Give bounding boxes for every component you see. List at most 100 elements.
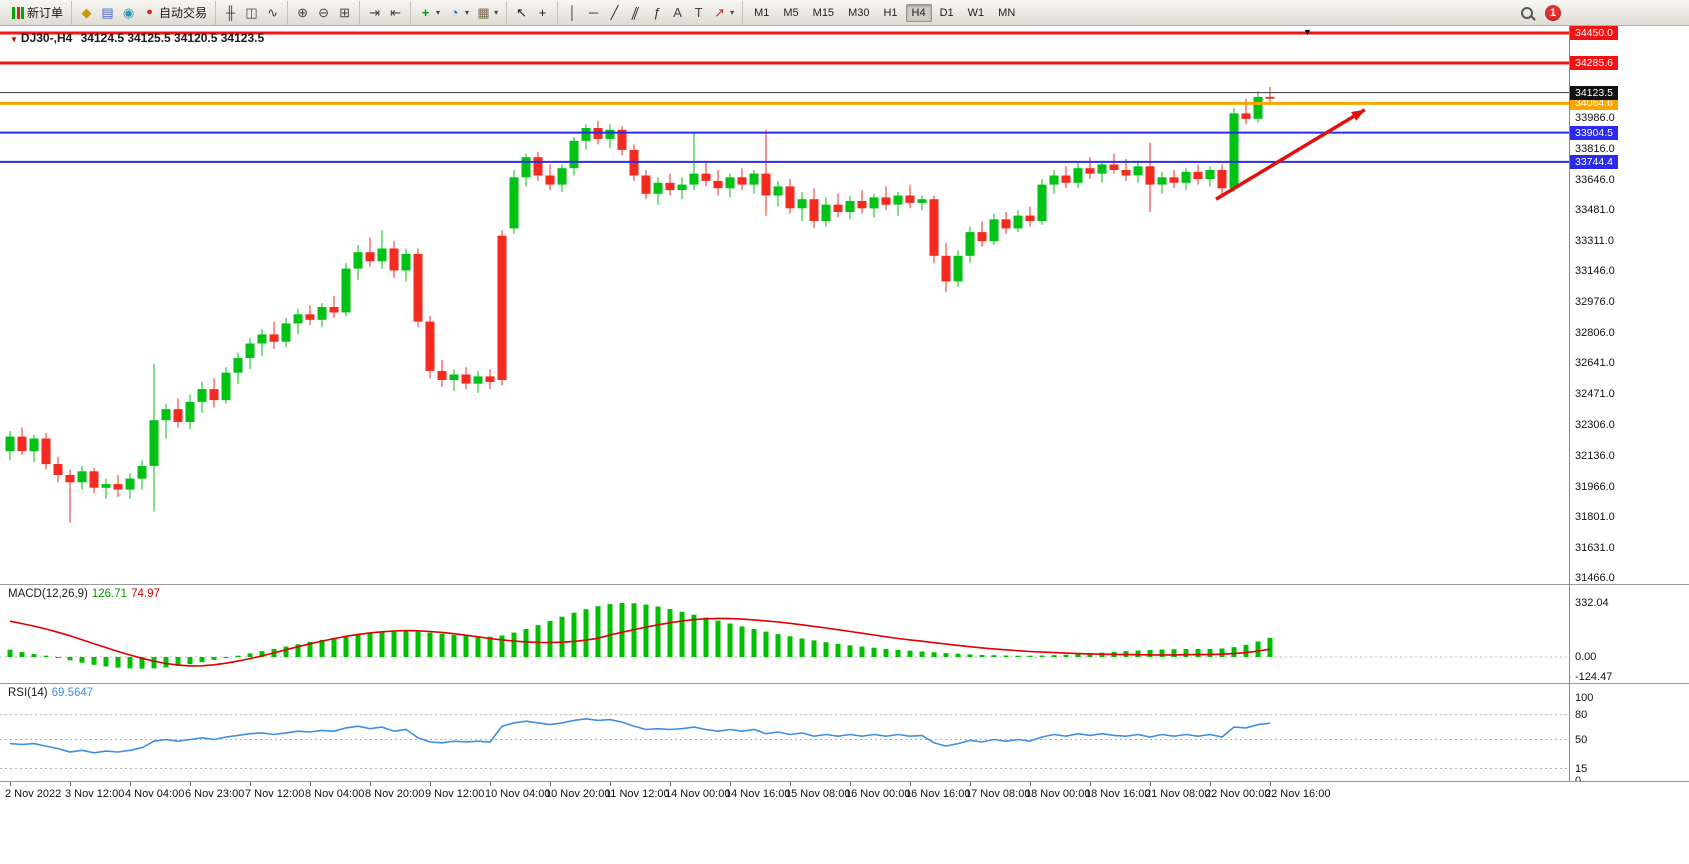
timeframe-m15-button[interactable]: M15 <box>812 6 835 19</box>
zoom-out-icon: ⊖ <box>318 5 329 20</box>
timeframe-group: M1 M5 M15 M30 H1 H4 D1 W1 MN <box>743 1 1026 25</box>
price-tick-label: 32806.0 <box>1575 327 1615 340</box>
timeframe-h4-button[interactable]: H4 <box>905 3 932 22</box>
shapes-icon: ↗ <box>714 5 726 20</box>
timeframe-m1-button[interactable]: M1 <box>754 6 770 19</box>
rsi-pane[interactable]: RSI(14) 69.5647 <box>0 683 1569 782</box>
chart-shift-button[interactable]: ⇤ <box>385 2 406 24</box>
time-axis-tick <box>1090 782 1091 786</box>
price-tick-label: 32306.0 <box>1575 418 1615 431</box>
time-axis-label: 16 Nov 00:00 <box>845 788 911 800</box>
alerts-button[interactable]: ◉ <box>118 2 139 24</box>
price-tick-label: 31801.0 <box>1575 510 1615 523</box>
price-tick-label: 33481.0 <box>1575 203 1615 216</box>
horizontal-levels-layer[interactable] <box>0 31 1569 163</box>
macd-tick-label: 332.04 <box>1575 596 1609 609</box>
zoom-out-button[interactable]: ⊖ <box>313 2 334 24</box>
price-axis[interactable]: 33986.0 33816.0 33646.0 33481.0 33311.0 33146… <box>1569 26 1689 584</box>
timeframe-m5-button[interactable]: M5 <box>783 6 799 19</box>
notification-badge[interactable]: 1 <box>1545 4 1561 21</box>
templates-button[interactable]: ▦ ▾ <box>473 2 502 24</box>
trendline-button[interactable]: ╱ <box>604 2 625 24</box>
price-tick-label: 31466.0 <box>1575 571 1615 584</box>
data-window-button[interactable]: ▤ <box>97 2 118 24</box>
auto-scroll-button[interactable]: ⇥ <box>364 2 385 24</box>
toolbar-group-scroll: ⇥ ⇤ <box>360 0 412 25</box>
macd-name: MACD(12,26,9) <box>8 588 88 600</box>
search-icon <box>1521 6 1533 19</box>
trend-arrow[interactable] <box>1215 108 1366 201</box>
rsi-axis: 1008050150 <box>1569 683 1689 787</box>
caret-down-icon: ▾ <box>494 8 499 17</box>
channel-button[interactable]: ∥ <box>625 2 646 24</box>
time-axis-tick <box>430 782 431 786</box>
zoom-in-button[interactable]: ⊕ <box>292 2 313 24</box>
toolbar-group-zoom: ⊕ ⊖ ⊞ <box>288 0 361 25</box>
time-axis-tick <box>790 782 791 786</box>
templates-icon: ▦ <box>477 5 490 20</box>
caret-down-icon: ▾ <box>465 8 470 17</box>
timeframe-mn-button[interactable]: MN <box>998 6 1016 19</box>
price-chart-pane[interactable]: ▼ DJ30-,H4 34124.5 34125.5 34120.5 34123.… <box>0 26 1569 584</box>
vertical-line-button[interactable]: │ <box>562 2 583 24</box>
timeframe-d1-button[interactable]: D1 <box>939 6 954 19</box>
toolbar-right-group: 1 <box>1513 1 1565 25</box>
cursor-icon: ↖ <box>516 5 528 20</box>
label-icon: T <box>694 5 703 20</box>
macd-pane[interactable]: MACD(12,26,9) 126.71 74.97 <box>0 584 1569 683</box>
time-axis-tick <box>70 782 71 786</box>
tile-windows-icon: ⊞ <box>339 5 350 20</box>
rsi-canvas[interactable] <box>0 684 1569 782</box>
trendline-icon: ╱ <box>610 5 619 20</box>
price-chart-canvas[interactable] <box>0 26 1569 584</box>
new-order-button[interactable]: 新订单 <box>8 2 67 24</box>
time-axis-label: 10 Nov 20:00 <box>545 788 611 800</box>
price-level-badge: 34064.6 <box>1570 96 1618 111</box>
crosshair-button[interactable]: + <box>532 2 553 24</box>
price-tick-label: 32136.0 <box>1575 449 1615 462</box>
auto-trading-button[interactable]: ● 自动交易 <box>139 2 211 24</box>
timeframe-h1-button[interactable]: H1 <box>883 6 898 19</box>
cursor-button[interactable]: ↖ <box>511 2 532 24</box>
timeframe-w1-button[interactable]: W1 <box>967 6 985 19</box>
fibonacci-button[interactable]: ƒ <box>646 2 667 24</box>
market-watch-button[interactable]: ◆ <box>76 2 97 24</box>
time-axis-label: 11 Nov 12:00 <box>605 788 670 800</box>
indicators-button[interactable]: + ▾ <box>415 2 444 24</box>
time-axis-tick <box>490 782 491 786</box>
price-tick-label: 32641.0 <box>1575 357 1615 370</box>
periods-button[interactable]: ◔ ▾ <box>444 2 473 24</box>
label-button[interactable]: T <box>688 2 709 24</box>
text-button[interactable]: A <box>667 2 688 24</box>
chart-shift-icon: ⇤ <box>390 5 401 20</box>
zoom-in-icon: ⊕ <box>297 5 308 20</box>
candlestick-chart-button[interactable]: ◫ <box>241 2 262 24</box>
search-button[interactable] <box>1517 2 1537 24</box>
time-axis-tick <box>970 782 971 786</box>
auto-trading-button-label: 自动交易 <box>159 6 208 20</box>
alerts-icon: ◉ <box>122 5 135 20</box>
macd-canvas[interactable] <box>0 585 1569 683</box>
rsi-tick-label: 100 <box>1575 692 1594 704</box>
time-axis-tick <box>130 782 131 786</box>
time-axis-tick <box>610 782 611 786</box>
price-level-badge: 34450.0 <box>1570 26 1618 40</box>
time-axis-tick <box>310 782 311 786</box>
horizontal-line-button[interactable]: ─ <box>583 2 604 24</box>
tile-windows-button[interactable]: ⊞ <box>334 2 355 24</box>
timeframe-m30-button[interactable]: M30 <box>848 6 870 19</box>
macd-tick-label: 0.00 <box>1575 651 1597 663</box>
bar-chart-button[interactable]: ╫ <box>220 2 241 24</box>
shapes-button[interactable]: ↗ ▾ <box>709 2 738 24</box>
toolbar-group-cursor: ↖ + <box>507 0 559 25</box>
time-axis[interactable]: 2 Nov 2022 3 Nov 12:00 4 Nov 04:00 6 Nov 23… <box>0 781 1689 864</box>
toolbar: 新订单 ◆ ▤ ◉ ● 自动交易 ╫ ◫ ∿ ⊕ ⊖ ⊞ ⇥ ⇤ + ▾ ◔ ▾ ▦ ▾ ↖ + │ ─ ╱ ∥ ƒ A T ↗ ▾ M1 M5… <box>0 0 1689 26</box>
line-chart-button[interactable]: ∿ <box>262 2 283 24</box>
rsi-tick-label: 50 <box>1575 733 1588 746</box>
time-axis-tick <box>1270 782 1271 786</box>
periods-icon: ◔ <box>450 5 459 20</box>
rsi-name: RSI(14) <box>8 687 48 699</box>
horizontal-line-icon: ─ <box>588 5 599 20</box>
time-axis-label: 21 Nov 08:00 <box>1145 788 1211 800</box>
caret-down-icon: ▾ <box>436 8 441 17</box>
